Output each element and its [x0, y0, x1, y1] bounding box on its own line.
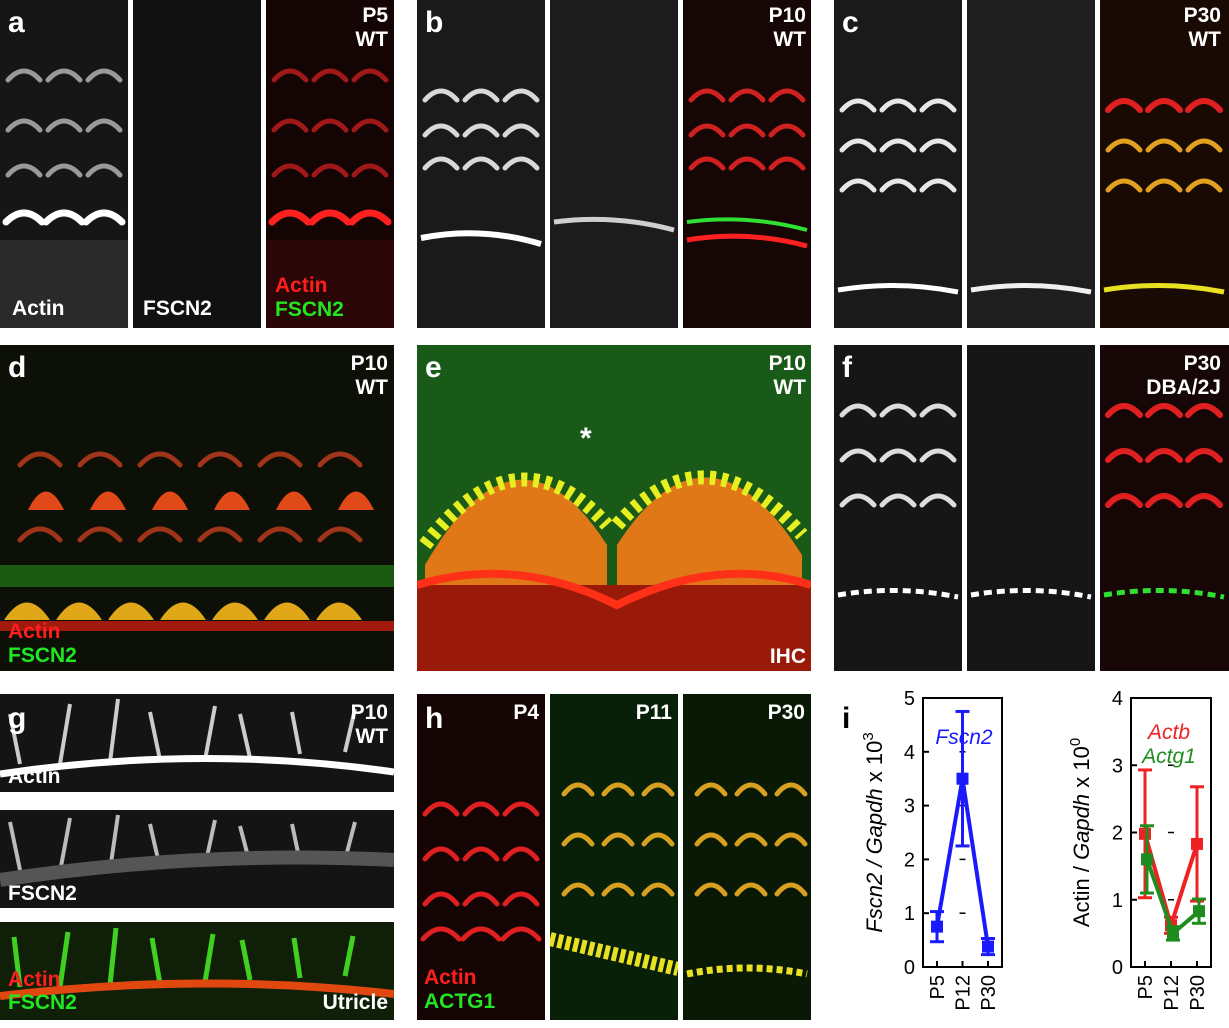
panel-i-letter: i [842, 702, 851, 735]
panel-a-actin-image [0, 0, 128, 328]
chart-1-ytick-label-5: 5 [904, 688, 915, 710]
panel-c-actin-image [834, 0, 962, 328]
panel-a-letter: a [8, 6, 25, 39]
panel-g-utricle-label: Utricle [322, 991, 388, 1014]
panel-h-p11-image [550, 694, 678, 1020]
panel-a-genotype: WT [355, 28, 388, 51]
chart-1-ytick-label-2: 2 [904, 849, 915, 871]
chart-2-ylabel: Actin / Gapdh x 100 [1067, 738, 1094, 927]
panel-d-actin-label: Actin [8, 620, 61, 643]
panel-d-genotype: WT [355, 376, 388, 399]
panel-e-age: P10 [768, 352, 806, 375]
panel-g-letter: g [8, 702, 27, 735]
panel-e-letter: e [425, 351, 442, 384]
chart-1-xtick-label-1: P12 [953, 975, 975, 1011]
panel-c-age: P30 [1183, 4, 1221, 27]
panel-b-letter: b [425, 6, 444, 39]
chart-1-legend-Fscn2: Fscn2 [935, 726, 993, 749]
chart-1-ylabel: Fscn2 / Gapdh x 103 [860, 732, 887, 932]
panel-g-fscn2-label: FSCN2 [8, 882, 77, 905]
panel-a-fscn2-label: FSCN2 [143, 297, 212, 320]
panel-f-fscn2-image [967, 345, 1095, 671]
panel-e-asterisk: * [580, 422, 592, 455]
chart-2-series-Actb-point-2 [1191, 837, 1203, 850]
panel-h-p30-image [683, 694, 811, 1020]
chart-1-series-Fscn2-point-1 [956, 772, 969, 785]
chart-2-xtick-label-1: P12 [1161, 975, 1183, 1011]
chart-2-xtick-label-2: P30 [1187, 975, 1209, 1011]
panel-d-age: P10 [350, 352, 388, 375]
panel-h-p11-age: P11 [635, 701, 672, 724]
chart-1-series-Fscn2-point-0 [931, 920, 943, 933]
panel-g-genotype: WT [355, 725, 388, 748]
chart-2-ytick-label-3: 3 [1112, 755, 1123, 777]
panel-h-p30-age: P30 [767, 701, 805, 724]
panel-c-letter: c [842, 6, 859, 39]
panel-h-actg1-label: ACTG1 [424, 990, 496, 1013]
panel-e-genotype: WT [773, 376, 806, 399]
panel-d-image [0, 345, 394, 671]
panel-c-merge-image [1100, 0, 1229, 328]
chart-2-series-Actg1-point-2 [1193, 905, 1205, 918]
panel-f-merge-image [1100, 345, 1229, 671]
panel-h-letter: h [425, 702, 444, 735]
chart-2-legend-Actg1: Actg1 [1140, 745, 1196, 768]
chart-2-xtick-label-0: P5 [1135, 975, 1157, 999]
chart-1-ytick-label-4: 4 [904, 742, 915, 764]
panel-a-age: P5 [362, 4, 388, 27]
panel-g-merge-image [0, 922, 394, 1020]
panel-g-age: P10 [350, 701, 388, 724]
chart-1-ytick-label-3: 3 [904, 796, 915, 818]
panel-f-genotype: DBA/2J [1146, 376, 1221, 399]
panel-g-actin-label: Actin [8, 765, 61, 788]
panel-g-fscn2-image [0, 810, 394, 908]
panel-e-ihc-label: IHC [769, 645, 806, 668]
panel-a-merge-actin-label: Actin [275, 274, 328, 297]
panel-d-fscn2-label: FSCN2 [8, 644, 77, 667]
panel-a-merge-image [266, 0, 394, 328]
chart-1-ytick-label-1: 1 [904, 903, 915, 925]
chart-2-ytick-label-4: 4 [1112, 688, 1123, 710]
panel-g-merge-fscn2-label: FSCN2 [8, 991, 77, 1014]
panel-f-age: P30 [1183, 352, 1221, 375]
chart-1-xtick-label-0: P5 [927, 975, 949, 999]
chart-2-ytick-label-0: 0 [1112, 957, 1123, 979]
panel-g-merge-actin-label: Actin [8, 968, 61, 991]
panel-b-actin-image [417, 0, 545, 328]
chart-1-series-Fscn2-point-2 [982, 940, 994, 953]
panel-c-genotype: WT [1188, 28, 1221, 51]
chart-2-series-Actg1-point-1 [1167, 927, 1179, 940]
panel-g-actin-image [0, 694, 394, 792]
chart-2-ytick-label-2: 2 [1112, 823, 1123, 845]
panel-h-p4-age: P4 [513, 701, 539, 724]
panel-h-actin-label: Actin [424, 966, 477, 989]
panel-a-fscn2-image [133, 0, 261, 328]
panel-b-fscn2-image [550, 0, 678, 328]
panel-d-letter: d [8, 351, 27, 384]
panel-b-age: P10 [768, 4, 806, 27]
chart-1-xtick-label-2: P30 [978, 975, 1000, 1011]
panel-b-merge-image [683, 0, 811, 328]
chart-2-ytick-label-1: 1 [1112, 890, 1123, 912]
chart-2-legend-Actb: Actb [1146, 721, 1190, 744]
panel-c-fscn2-image [967, 0, 1095, 328]
panel-a-merge-fscn2-label: FSCN2 [275, 298, 344, 321]
panel-e-image [417, 345, 811, 671]
panel-h-p4-image [417, 694, 545, 1020]
chart-2-series-Actb-point-0 [1139, 827, 1151, 840]
chart-1-ytick-label-0: 0 [904, 957, 915, 979]
panel-b-genotype: WT [773, 28, 806, 51]
panel-f-actin-image [834, 345, 962, 671]
chart-2-series-Actg1-point-0 [1141, 853, 1153, 866]
panel-a-actin-label: Actin [12, 297, 65, 320]
panel-f-letter: f [842, 351, 852, 384]
